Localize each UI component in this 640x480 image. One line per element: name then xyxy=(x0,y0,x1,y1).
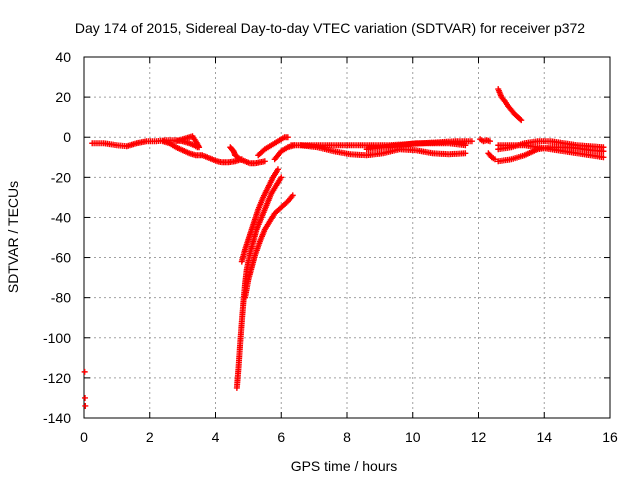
x-tick-label: 0 xyxy=(80,429,88,445)
y-tick-label: 40 xyxy=(55,49,71,65)
data-point xyxy=(487,138,494,145)
data-point xyxy=(600,154,607,161)
axis-ticks xyxy=(83,56,611,419)
y-tick-label: -120 xyxy=(43,370,71,386)
x-tick-label: 16 xyxy=(602,429,618,445)
y-tick-label: -100 xyxy=(43,330,71,346)
y-axis-label: SDTVAR / TECUs xyxy=(5,181,21,293)
chart-title: Day 174 of 2015, Sidereal Day-to-day VTE… xyxy=(75,20,585,36)
x-tick-label: 2 xyxy=(146,429,154,445)
x-tick-labels: 0 2 4 6 8 10 12 14 16 xyxy=(80,429,618,445)
data-point xyxy=(491,156,498,163)
data-points xyxy=(81,86,607,409)
x-axis-label: GPS time / hours xyxy=(291,458,398,474)
y-tick-label: 0 xyxy=(63,129,71,145)
y-tick-labels: -140 -120 -100 -80 -60 -40 -20 0 20 40 xyxy=(43,49,71,426)
y-tick-label: -40 xyxy=(51,209,71,225)
data-point xyxy=(517,116,524,123)
x-tick-label: 4 xyxy=(212,429,220,445)
x-tick-label: 12 xyxy=(471,429,487,445)
data-point xyxy=(462,142,469,149)
data-point xyxy=(81,368,88,375)
grid-lines xyxy=(84,57,610,418)
y-tick-label: -140 xyxy=(43,410,71,426)
x-tick-label: 8 xyxy=(343,429,351,445)
data-point xyxy=(261,158,268,165)
y-tick-label: 20 xyxy=(55,89,71,105)
data-point xyxy=(518,117,525,124)
data-point xyxy=(82,402,89,409)
data-point xyxy=(468,138,475,145)
data-point xyxy=(278,174,285,181)
data-point xyxy=(600,144,607,151)
data-point xyxy=(289,192,296,199)
data-point xyxy=(462,150,469,157)
x-tick-label: 6 xyxy=(277,429,285,445)
data-point xyxy=(232,152,239,159)
y-tick-label: -80 xyxy=(51,290,71,306)
y-tick-label: -20 xyxy=(51,169,71,185)
data-point xyxy=(81,394,88,401)
data-point xyxy=(196,144,203,151)
data-point xyxy=(274,166,281,173)
x-tick-label: 14 xyxy=(536,429,552,445)
data-point xyxy=(284,134,291,141)
y-tick-label: -60 xyxy=(51,250,71,266)
x-tick-label: 10 xyxy=(405,429,421,445)
